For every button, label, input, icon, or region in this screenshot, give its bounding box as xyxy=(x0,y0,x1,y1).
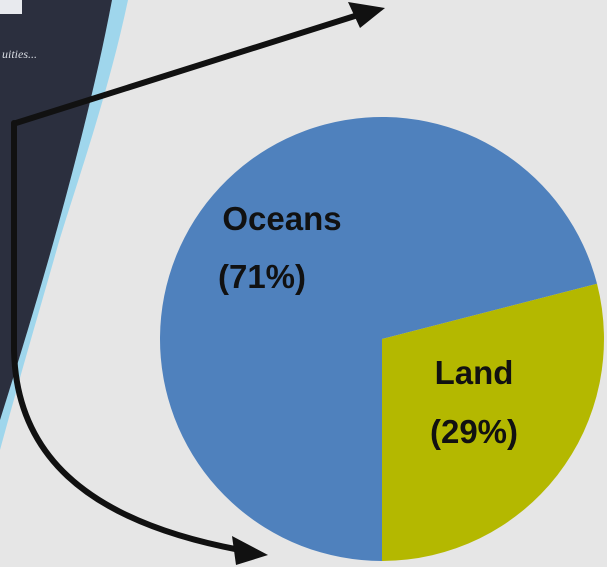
slice-label-land: Land xyxy=(435,354,514,391)
slice-percent-oceans: (71%) xyxy=(218,258,306,295)
slice-label-oceans: Oceans xyxy=(222,200,341,237)
cropped-subtitle-fragment: uities... xyxy=(2,47,37,61)
slice-percent-land: (29%) xyxy=(430,413,518,450)
pie-chart: Oceans (71%) Land (29%) xyxy=(160,117,604,561)
panel-header-mark xyxy=(0,0,22,14)
arrow-down-right-head xyxy=(232,536,268,565)
